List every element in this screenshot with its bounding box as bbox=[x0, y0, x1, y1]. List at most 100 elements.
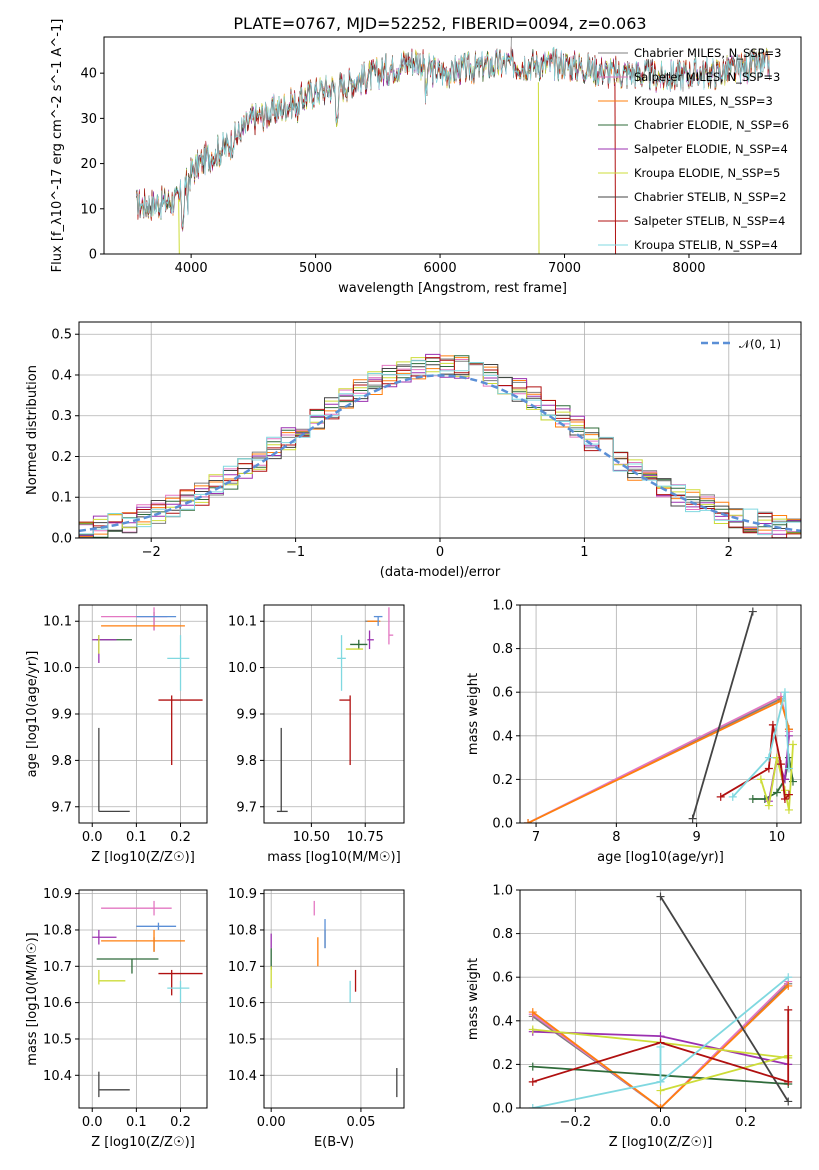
x-tick-label: 5000 bbox=[299, 261, 332, 276]
y-tick-label: 0 bbox=[89, 248, 97, 263]
y-axis-label: age [log10(age/yr)] bbox=[25, 651, 40, 778]
error-bar-point-kroupa_stelib bbox=[167, 635, 190, 691]
error-bar-point-salpeter_stelib bbox=[158, 695, 203, 766]
y-tick-label: 9.9 bbox=[236, 708, 257, 723]
legend-label: Kroupa MILES, N_SSP=3 bbox=[634, 94, 773, 108]
x-axis-label: (data-model)/error bbox=[380, 565, 501, 580]
spectrum-spike bbox=[178, 199, 180, 254]
weight-marker bbox=[764, 753, 773, 762]
spectrum-lines bbox=[136, 37, 770, 254]
y-tick-label: 0.3 bbox=[51, 409, 72, 424]
y-tick-label: 30 bbox=[80, 112, 97, 127]
axes-frame bbox=[78, 604, 208, 824]
y-tick-label: 10.9 bbox=[228, 887, 257, 902]
y-tick-label: 10.8 bbox=[228, 923, 257, 938]
x-tick-label: 7000 bbox=[548, 261, 581, 276]
error-bars bbox=[270, 900, 398, 1098]
weight-marker bbox=[784, 731, 793, 740]
x-tick-label: 10.50 bbox=[293, 830, 330, 845]
weight_vs_age-panel: 7 8 9 10 0.0 0.2 0.4 0.6 0.8 1.0 age [log10(age/yr… bbox=[466, 599, 802, 865]
mass_vs_Z-panel: 0.0 0.1 0.2 10.4 10.5 10.6 10.7 10.8 10.9 Z [log1… bbox=[25, 887, 208, 1150]
x-tick-label: 1 bbox=[580, 545, 588, 560]
y-tick-label: 10.5 bbox=[43, 1032, 72, 1047]
weight-marker bbox=[728, 792, 737, 801]
spectrum-spike bbox=[537, 82, 540, 254]
x-tick-label: 0.05 bbox=[346, 1115, 375, 1130]
weight-marker bbox=[528, 1025, 537, 1034]
y-tick-label: 10.6 bbox=[43, 996, 72, 1011]
error-bar-point-salpeter_stelib bbox=[339, 695, 351, 766]
weight-marker bbox=[748, 607, 757, 616]
weight-marker bbox=[656, 1077, 665, 1086]
x-tick-label: 8 bbox=[612, 830, 620, 845]
axes-frame bbox=[78, 321, 802, 539]
residual-hist-salpeter_stelib bbox=[79, 357, 801, 538]
axes-frame bbox=[263, 889, 405, 1109]
x-tick-label: 6000 bbox=[424, 261, 457, 276]
x-tick-label: 0.2 bbox=[170, 830, 191, 845]
y-tick-label: 40 bbox=[80, 67, 97, 82]
error-bar-point-chabrier_elodie bbox=[350, 639, 368, 650]
y-tick-label: 10.4 bbox=[228, 1069, 257, 1084]
x-tick-label: 0.1 bbox=[126, 1115, 147, 1130]
legend-label: Kroupa ELODIE, N_SSP=5 bbox=[634, 166, 780, 180]
error-bar-point-kroupa_elodie bbox=[98, 969, 126, 985]
x-tick-label: −0.2 bbox=[560, 1115, 592, 1130]
weight-line-salpeter_stelib bbox=[720, 724, 790, 802]
x-tick-label: 0 bbox=[436, 545, 444, 560]
x-tick-label: −2 bbox=[142, 545, 161, 560]
x-axis-label: age [log10(age/yr)] bbox=[597, 850, 724, 865]
y-tick-label: 10.9 bbox=[43, 887, 72, 902]
y-axis-label: Normed distribution bbox=[25, 365, 40, 495]
weight-marker bbox=[528, 1077, 537, 1086]
weight-marker bbox=[656, 1104, 665, 1108]
x-tick-label: 10 bbox=[769, 830, 786, 845]
y-tick-label: 0.8 bbox=[492, 927, 513, 942]
weight-marker bbox=[528, 1008, 537, 1017]
error-bar-point-salpeter_miles bbox=[101, 607, 168, 631]
y-tick-label: 0.2 bbox=[51, 450, 72, 465]
error-bar-point-kroupa_miles bbox=[101, 929, 185, 952]
legend-label: Chabrier ELODIE, N_SSP=6 bbox=[634, 118, 789, 132]
weight-line-kroupa_elodie bbox=[660, 1054, 789, 1092]
y-axis-label: mass weight bbox=[466, 958, 481, 1040]
axes-frame bbox=[519, 889, 802, 1109]
figure-title: PLATE=0767, MJD=52252, FIBERID=0094, z=0… bbox=[233, 14, 646, 33]
weight_vs_Z-panel: −0.2 0.0 0.2 0.0 0.2 0.4 0.6 0.8 1.0 Z [log10(Z/Z… bbox=[466, 884, 802, 1150]
spectrum-series-kroupa_stelib bbox=[136, 47, 770, 228]
legend-label: Chabrier MILES, N_SSP=3 bbox=[634, 46, 781, 60]
spectrum-spike bbox=[510, 37, 512, 60]
y-tick-label: 0.6 bbox=[492, 971, 513, 986]
x-tick-label: 0.2 bbox=[735, 1115, 756, 1130]
x-axis-label: Z [log10(Z/Z☉)] bbox=[91, 1135, 195, 1150]
y-tick-label: 0.1 bbox=[51, 491, 72, 506]
legend-label: Salpeter MILES, N_SSP=3 bbox=[634, 70, 780, 84]
y-tick-label: 0.8 bbox=[492, 642, 513, 657]
weight-marker bbox=[788, 740, 797, 749]
y-tick-label: 0.5 bbox=[51, 328, 72, 343]
y-tick-label: 9.7 bbox=[236, 800, 257, 815]
error-bar-point-salpeter_miles bbox=[101, 900, 172, 916]
weight-marker bbox=[688, 814, 697, 823]
x-tick-label: 0.0 bbox=[82, 1115, 103, 1130]
error-bar-point-salpeter_stelib bbox=[158, 969, 203, 996]
weight-marker bbox=[748, 795, 757, 804]
error-bars bbox=[92, 607, 203, 813]
y-tick-label: 0.0 bbox=[492, 1102, 513, 1117]
residual-hist-kroupa_stelib bbox=[79, 360, 801, 536]
x-tick-label: 9 bbox=[692, 830, 700, 845]
weight-lines bbox=[528, 892, 793, 1108]
x-axis-label: wavelength [Angstrom, rest frame] bbox=[338, 281, 567, 296]
weight-lines bbox=[524, 607, 797, 823]
weight-marker bbox=[784, 764, 793, 773]
x-tick-label: 0.0 bbox=[650, 1115, 671, 1130]
residuals-panel: −2 −1 0 1 2 0.0 0.1 0.2 0.3 0.4 0.5 (data-model)/er… bbox=[25, 321, 802, 580]
y-tick-label: 0.0 bbox=[51, 532, 72, 547]
axes-frame bbox=[78, 889, 208, 1109]
x-axis-label: E(B-V) bbox=[314, 1135, 354, 1150]
x-tick-label: 10.75 bbox=[347, 830, 384, 845]
normal-curve bbox=[79, 374, 801, 533]
x-axis-label: Z [log10(Z/Z☉)] bbox=[91, 850, 195, 865]
weight-marker bbox=[764, 801, 773, 810]
